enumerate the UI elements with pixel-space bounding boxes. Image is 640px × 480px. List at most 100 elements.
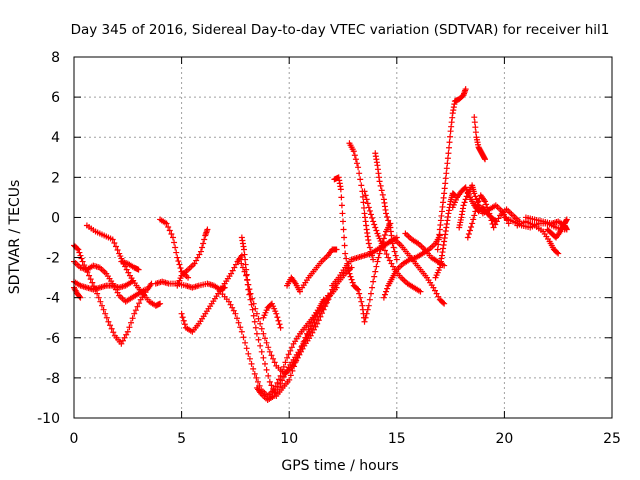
data-point bbox=[433, 290, 440, 297]
data-point bbox=[274, 386, 281, 393]
data-point bbox=[234, 315, 241, 322]
data-point bbox=[469, 220, 476, 227]
data-point bbox=[258, 348, 265, 355]
data-point bbox=[230, 307, 237, 314]
data-point bbox=[242, 339, 249, 346]
x-tick-label: 25 bbox=[603, 431, 621, 447]
data-point bbox=[555, 250, 562, 257]
data-point bbox=[246, 291, 253, 298]
data-point bbox=[388, 260, 395, 267]
data-point bbox=[95, 294, 102, 301]
series-arc-32 bbox=[471, 114, 489, 163]
data-point bbox=[235, 319, 242, 326]
data-point bbox=[100, 306, 107, 313]
data-point bbox=[308, 325, 315, 332]
data-point bbox=[282, 359, 289, 366]
data-point bbox=[435, 241, 442, 248]
data-point bbox=[157, 300, 164, 307]
data-point bbox=[386, 257, 393, 264]
data-point bbox=[240, 334, 247, 341]
data-point bbox=[367, 248, 374, 255]
data-point bbox=[367, 211, 374, 218]
data-point bbox=[441, 185, 448, 192]
data-point bbox=[463, 193, 470, 200]
data-point bbox=[357, 294, 364, 301]
data-point bbox=[365, 204, 372, 211]
data-point bbox=[563, 226, 570, 233]
data-point bbox=[76, 293, 83, 300]
series-arc-17 bbox=[299, 246, 340, 291]
data-point bbox=[386, 220, 393, 227]
data-point bbox=[279, 377, 286, 384]
data-point bbox=[94, 290, 101, 297]
data-point bbox=[245, 286, 252, 293]
data-point bbox=[487, 213, 494, 220]
data-point bbox=[369, 284, 376, 291]
data-point bbox=[486, 210, 493, 217]
data-point bbox=[376, 178, 383, 185]
data-point bbox=[340, 226, 347, 233]
data-point bbox=[245, 350, 252, 357]
data-point bbox=[142, 286, 149, 293]
data-point bbox=[380, 244, 387, 251]
data-point bbox=[227, 301, 234, 308]
data-point bbox=[443, 170, 450, 177]
data-point bbox=[89, 279, 96, 286]
data-point bbox=[244, 276, 251, 283]
data-point bbox=[381, 291, 388, 298]
data-point bbox=[444, 155, 451, 162]
series-arc-3 bbox=[71, 278, 136, 293]
data-point bbox=[349, 279, 356, 286]
data-point bbox=[441, 300, 448, 307]
data-point bbox=[465, 230, 472, 237]
data-point bbox=[109, 236, 116, 243]
data-point bbox=[390, 244, 397, 251]
data-point bbox=[204, 226, 211, 233]
data-point bbox=[341, 242, 348, 249]
data-point bbox=[176, 261, 183, 268]
data-point bbox=[442, 175, 449, 182]
y-tick-label: -4 bbox=[46, 291, 60, 307]
data-point bbox=[238, 252, 245, 259]
data-point bbox=[118, 340, 125, 347]
data-point bbox=[300, 340, 307, 347]
data-point bbox=[266, 348, 273, 355]
x-tick-label: 0 bbox=[70, 431, 79, 447]
data-point bbox=[384, 213, 391, 220]
data-point bbox=[393, 256, 400, 263]
data-point bbox=[366, 244, 373, 251]
data-point bbox=[178, 310, 185, 317]
data-point bbox=[303, 334, 310, 341]
data-point bbox=[366, 296, 373, 303]
data-point bbox=[105, 318, 112, 325]
data-point bbox=[389, 240, 396, 247]
y-tick-labels: -10 -8 -6 -4 -2 0 2 4 6 8 bbox=[37, 50, 60, 427]
x-tick-label: 15 bbox=[388, 431, 406, 447]
data-point bbox=[492, 221, 499, 228]
data-point bbox=[76, 249, 83, 256]
data-point bbox=[194, 254, 201, 261]
data-point bbox=[277, 324, 284, 331]
data-point bbox=[185, 274, 192, 281]
data-point bbox=[314, 320, 321, 327]
data-point bbox=[367, 290, 374, 297]
data-point bbox=[107, 322, 114, 329]
data-point bbox=[383, 251, 390, 258]
data-point bbox=[430, 284, 437, 291]
data-point bbox=[440, 299, 447, 306]
data-point bbox=[265, 344, 272, 351]
data-point bbox=[110, 329, 117, 336]
data-point bbox=[173, 249, 180, 256]
data-point bbox=[447, 133, 454, 140]
data-point bbox=[310, 326, 317, 333]
data-point bbox=[287, 372, 294, 379]
data-point bbox=[251, 318, 258, 325]
data-point bbox=[370, 278, 377, 285]
data-point bbox=[472, 208, 479, 215]
data-point bbox=[274, 379, 281, 386]
series-arc-19 bbox=[331, 174, 362, 293]
series-arc-23 bbox=[372, 150, 400, 263]
data-point bbox=[362, 314, 369, 321]
data-point bbox=[471, 119, 478, 126]
data-point bbox=[277, 380, 284, 387]
